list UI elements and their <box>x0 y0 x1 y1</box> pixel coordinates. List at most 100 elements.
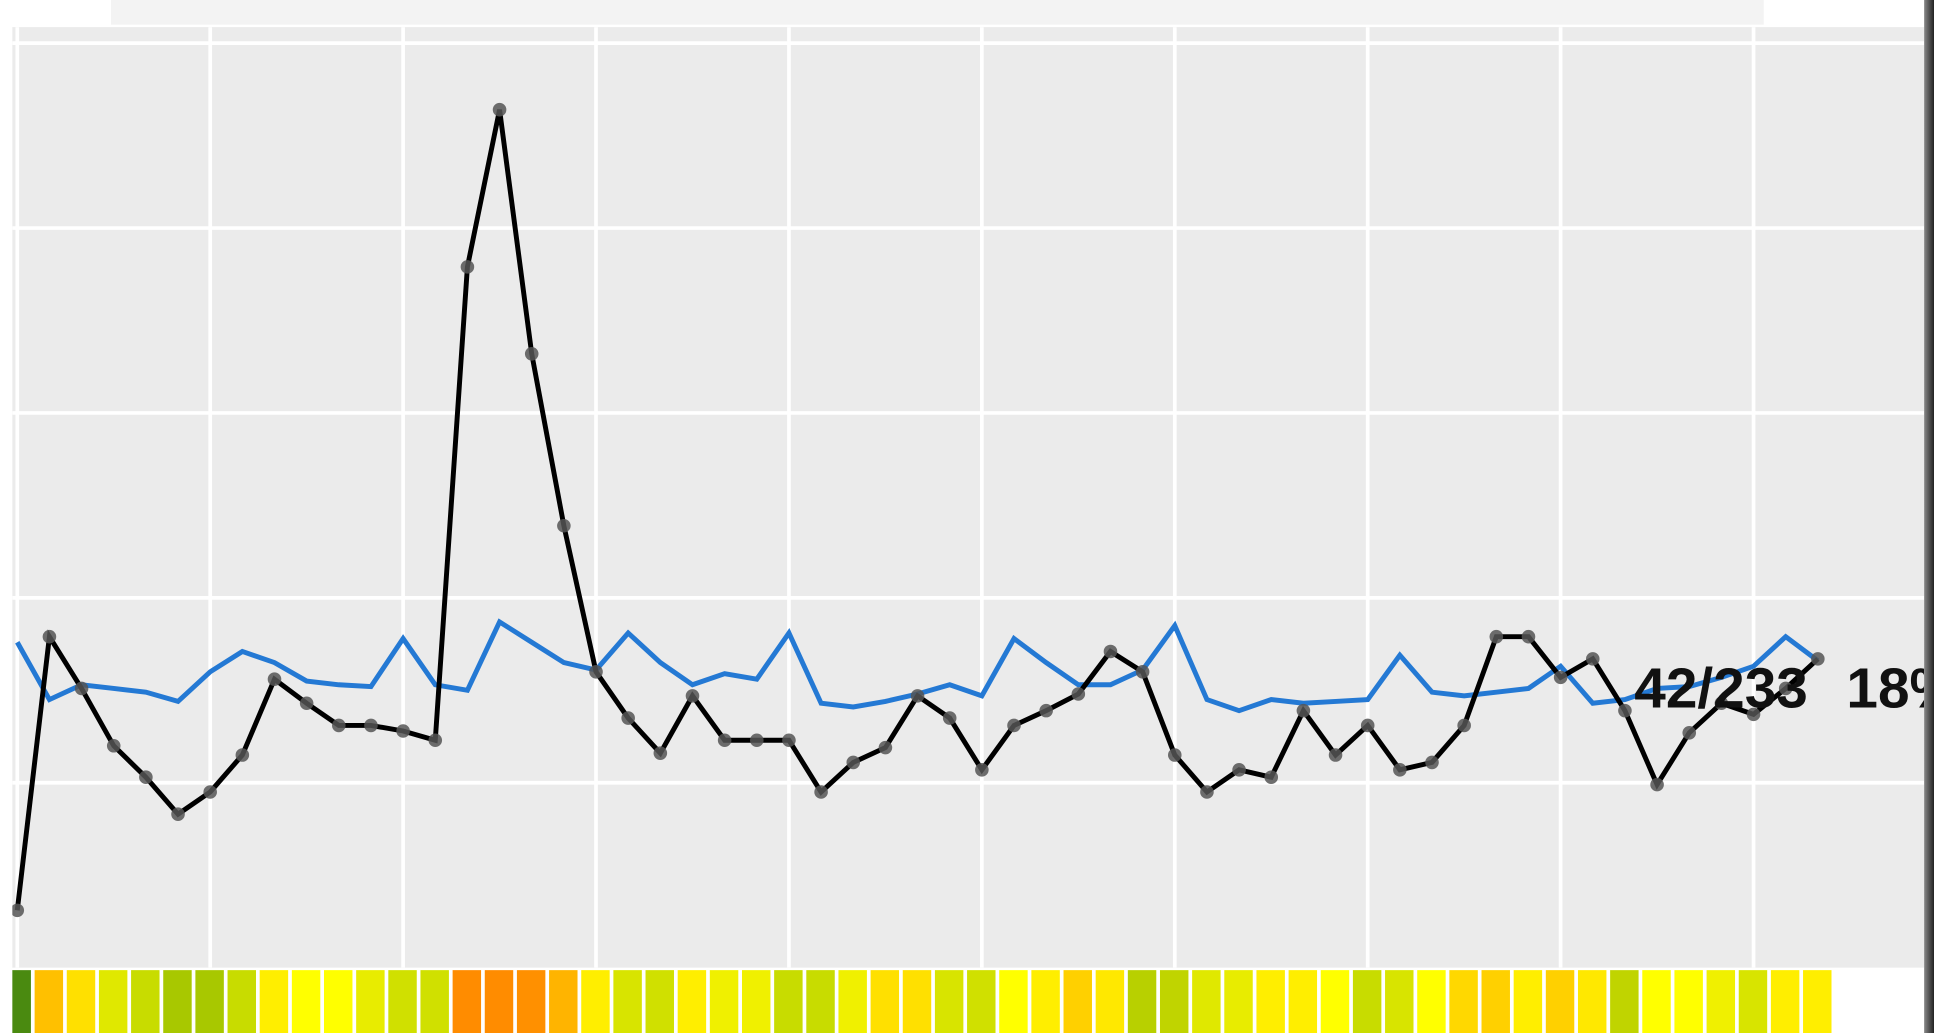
heat-cell <box>1545 970 1575 1033</box>
data-point <box>750 733 764 748</box>
heat-cell <box>774 970 803 1033</box>
heat-cell <box>1417 970 1446 1033</box>
heat-cell <box>66 970 96 1033</box>
data-point <box>332 718 346 733</box>
heat-cell <box>1642 970 1671 1033</box>
heat-cell <box>1224 970 1253 1033</box>
data-point <box>12 903 25 918</box>
data-point <box>685 689 700 703</box>
heat-cell <box>1610 970 1639 1033</box>
data-point <box>1296 703 1311 718</box>
data-point <box>1811 652 1825 666</box>
data-point <box>557 518 571 533</box>
data-point <box>1521 629 1536 644</box>
heat-cell <box>1127 970 1157 1033</box>
data-point <box>1778 681 1793 696</box>
data-point <box>653 746 668 760</box>
heat-cell <box>388 970 417 1033</box>
heat-cell <box>806 970 835 1033</box>
heat-cell <box>484 970 514 1033</box>
data-point <box>975 763 989 777</box>
plot-background <box>12 27 1925 968</box>
heat-cell <box>259 970 289 1033</box>
data-point <box>1264 770 1279 784</box>
data-point <box>846 755 861 770</box>
heat-cell <box>1320 970 1350 1033</box>
heat-cell <box>934 970 964 1033</box>
heat-cell <box>34 970 64 1033</box>
data-point <box>267 672 282 686</box>
heat-cell <box>1352 970 1382 1033</box>
data-point <box>1650 777 1664 792</box>
heat-cell <box>1159 970 1189 1033</box>
heat-cell <box>131 970 160 1033</box>
heat-cell <box>741 970 771 1033</box>
heat-cell <box>549 970 578 1033</box>
data-point <box>782 733 796 748</box>
heat-cell <box>420 970 449 1033</box>
data-point <box>1360 718 1375 733</box>
data-point <box>396 724 410 738</box>
data-point <box>428 733 443 748</box>
data-point <box>1393 763 1407 777</box>
data-point <box>42 629 57 644</box>
data-point <box>74 681 89 696</box>
heat-cell <box>645 970 674 1033</box>
heat-cell <box>1706 970 1736 1033</box>
data-point <box>1039 703 1053 718</box>
heat-cell <box>1095 970 1125 1033</box>
data-point <box>621 711 635 725</box>
data-point <box>878 740 893 755</box>
heat-cell <box>227 970 256 1033</box>
data-point <box>299 696 314 711</box>
data-point <box>1232 763 1246 777</box>
data-point <box>1007 718 1021 733</box>
data-point <box>139 770 153 784</box>
data-point <box>106 739 121 753</box>
data-point <box>1585 652 1600 666</box>
heat-cell <box>12 970 31 1033</box>
heat-cell <box>709 970 739 1033</box>
data-point <box>1071 687 1086 701</box>
data-point <box>1746 707 1761 722</box>
data-point <box>589 665 603 679</box>
heat-cell <box>902 970 932 1033</box>
top-strip <box>111 0 1764 25</box>
data-point <box>1167 748 1182 762</box>
heat-cell <box>1256 970 1285 1033</box>
data-point <box>910 689 925 703</box>
heat-cell <box>1031 970 1060 1033</box>
heat-cell <box>323 970 353 1033</box>
heat-cell <box>1449 970 1478 1033</box>
heat-cell <box>967 970 996 1033</box>
heat-cell <box>1192 970 1221 1033</box>
heat-cell <box>356 970 385 1033</box>
heat-cell <box>1063 970 1092 1033</box>
data-point <box>1553 670 1568 685</box>
heat-cell <box>452 970 482 1033</box>
data-point <box>203 785 217 799</box>
data-point <box>814 785 828 799</box>
data-point <box>1682 726 1697 740</box>
heat-cell <box>1803 970 1832 1033</box>
data-point <box>460 260 475 274</box>
heat-cell <box>1674 970 1703 1033</box>
heat-cell <box>98 970 128 1033</box>
data-point <box>1103 644 1118 659</box>
data-point <box>1425 755 1439 770</box>
heat-cell <box>1513 970 1543 1033</box>
data-point <box>1618 703 1632 718</box>
data-point <box>942 711 957 725</box>
data-point <box>1457 718 1471 733</box>
data-point <box>492 102 507 117</box>
heat-cell <box>1288 970 1318 1033</box>
heat-cell <box>1577 970 1607 1033</box>
data-point <box>717 733 732 748</box>
plot: 42/233 18% <box>12 27 1925 1033</box>
heat-cell <box>870 970 900 1033</box>
heat-cell <box>838 970 867 1033</box>
data-point <box>1200 785 1214 799</box>
data-point <box>364 718 378 733</box>
heat-cell <box>999 970 1028 1033</box>
